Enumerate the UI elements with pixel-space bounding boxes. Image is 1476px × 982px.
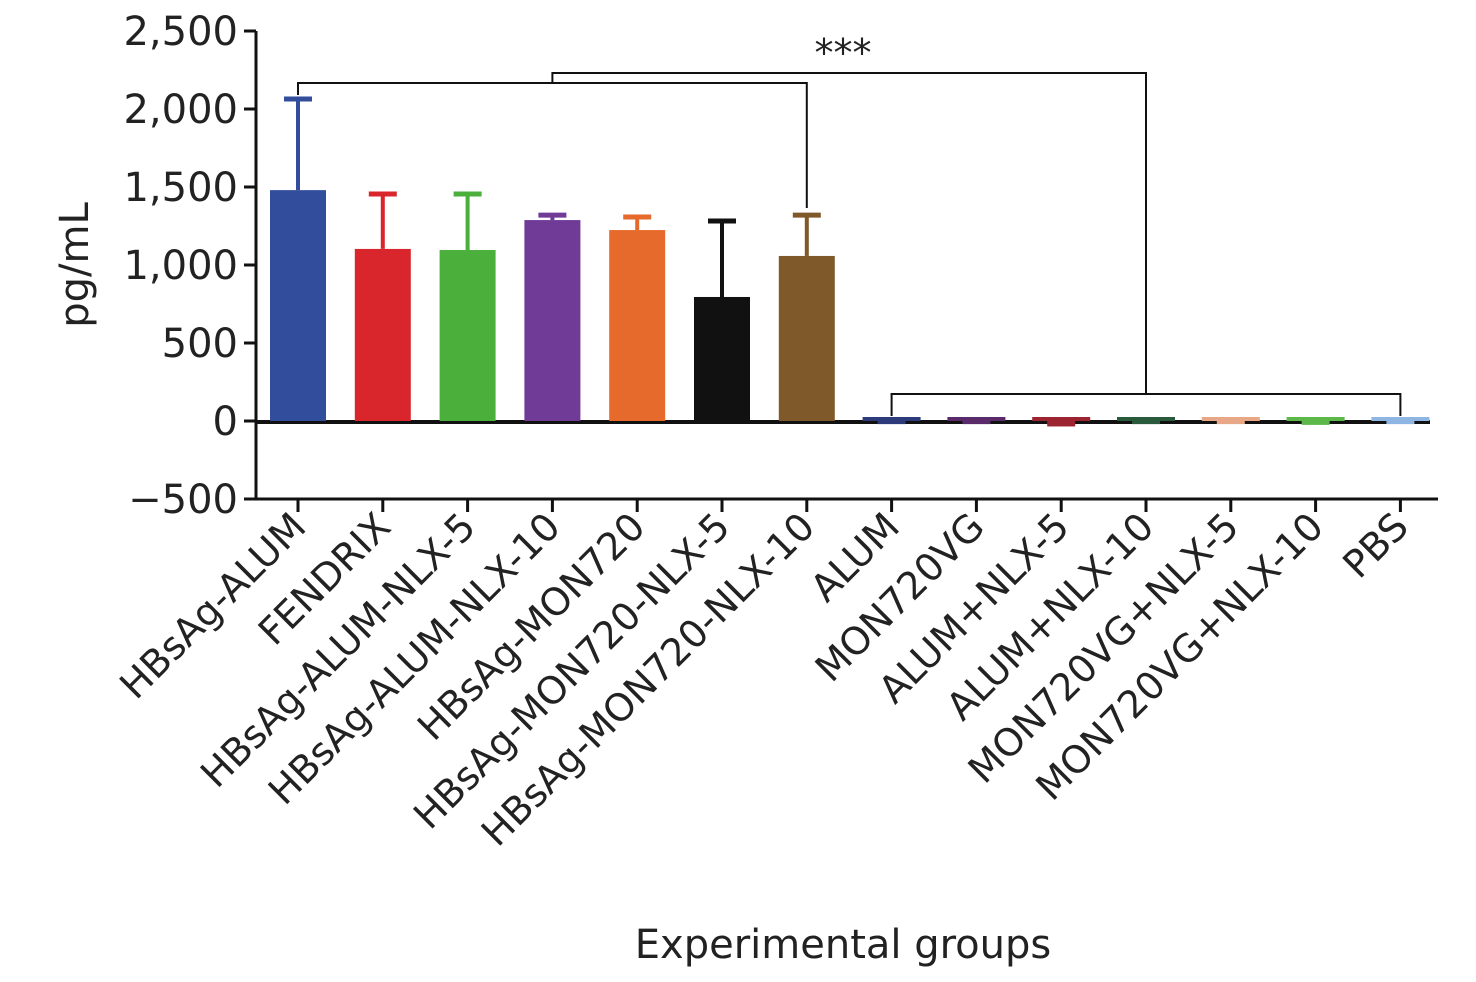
significance-brackets [297,72,1402,416]
error-bar-lower [1132,421,1160,425]
bar [439,250,496,421]
error-bar-lower [1386,421,1415,425]
error-bar-lower [1216,421,1245,425]
bar [1201,417,1260,421]
bar [778,255,835,421]
y-tick-label: 2,000 [123,87,238,133]
y-tick-label: 500 [162,321,238,367]
y-tick-label: 2,500 [123,9,238,55]
bar [947,417,1006,421]
bar [524,220,581,421]
significance-label: *** [815,31,872,75]
bar [1117,417,1175,421]
y-tick-label: 1,000 [123,243,238,289]
y-tick-label: 0 [213,399,238,445]
x-axis-label: Experimental groups [635,922,1051,968]
axes: −50005001,0001,5002,0002,500HBsAg-ALUMFE… [111,9,1438,855]
y-axis-label: pg/mL [52,202,98,328]
bar [1286,417,1345,421]
bracket-group-2 [890,393,1402,416]
error-bar-lower [1301,421,1330,425]
bar [1371,417,1430,421]
error-bar-lower [877,421,906,425]
bar [354,248,411,421]
bracket-group-1 [297,82,808,208]
bracket-comparison [551,72,1147,394]
y-tick-label: 1,500 [123,165,238,211]
bars [270,96,1430,427]
bar [862,417,921,421]
bar [1032,417,1091,421]
x-tick-label: PBS [1334,504,1416,586]
y-tick-label: −500 [128,477,238,523]
bar [270,190,326,421]
bar [609,230,666,421]
bar [694,296,750,421]
error-bar-lower [1047,421,1076,427]
error-bar-lower [962,421,991,425]
